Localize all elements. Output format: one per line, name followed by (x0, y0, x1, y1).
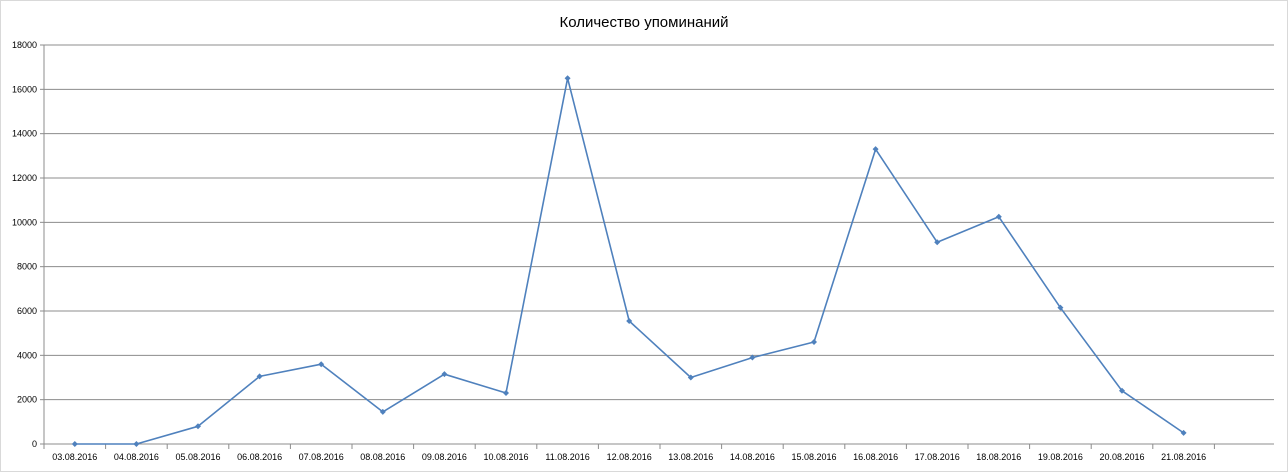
data-point (379, 408, 386, 415)
series (71, 75, 1187, 447)
x-tick-label: 17.08.2016 (915, 452, 960, 462)
x-tick-label: 15.08.2016 (791, 452, 836, 462)
data-point (564, 75, 571, 82)
data-point (1119, 387, 1125, 394)
data-point (133, 441, 140, 447)
data-point (195, 423, 201, 430)
x-tick-label: 19.08.2016 (1038, 452, 1083, 462)
series-line (74, 77, 1185, 445)
data-point (256, 373, 263, 380)
y-tick-label: 0 (32, 439, 37, 449)
x-tick-label: 11.08.2016 (545, 452, 589, 462)
data-point (626, 317, 633, 324)
y-tick-label: 8000 (17, 262, 37, 272)
chart-title: Количество упоминаний (559, 14, 729, 31)
y-tick-label: 12000 (12, 173, 37, 183)
y-tick-label: 16000 (12, 84, 37, 94)
x-tick-label: 06.08.2016 (237, 452, 282, 462)
x-tick-label: 14.08.2016 (730, 452, 775, 462)
data-point (71, 441, 78, 447)
x-axis-ticks: 03.08.2016 04.08.2016 05.08.2016 06.08.2016… (43, 444, 1215, 462)
data-point (749, 354, 756, 361)
y-axis-ticks: 0 2000 4000 6000 8000 10000 12000 14000 16000 180… (12, 40, 44, 449)
data-point (503, 390, 509, 397)
y-tick-label: 4000 (17, 350, 37, 360)
grid-lines (44, 44, 1274, 401)
data-point (1057, 304, 1064, 311)
x-tick-label: 09.08.2016 (422, 452, 467, 462)
data-point (318, 361, 325, 368)
data-point (811, 339, 817, 346)
x-tick-label: 20.08.2016 (1099, 452, 1144, 462)
data-point (687, 374, 694, 381)
x-tick-label: 04.08.2016 (114, 452, 159, 462)
x-tick-label: 12.08.2016 (607, 452, 652, 462)
x-tick-label: 21.08.2016 (1161, 452, 1206, 462)
data-point (441, 371, 448, 378)
x-tick-label: 13.08.2016 (668, 452, 713, 462)
x-tick-label: 07.08.2016 (299, 452, 344, 462)
y-tick-label: 6000 (17, 306, 37, 316)
data-point (995, 213, 1002, 220)
y-tick-label: 10000 (12, 217, 37, 227)
data-point (934, 239, 941, 246)
x-tick-label: 10.08.2016 (483, 452, 528, 462)
y-tick-label: 14000 (12, 129, 37, 139)
y-tick-label: 2000 (17, 395, 37, 405)
x-tick-label: 16.08.2016 (853, 452, 898, 462)
x-tick-label: 08.08.2016 (360, 452, 405, 462)
y-tick-label: 18000 (12, 40, 37, 50)
x-tick-label: 05.08.2016 (175, 452, 220, 462)
x-tick-label: 03.08.2016 (52, 452, 97, 462)
data-point (872, 146, 879, 153)
x-tick-label: 18.08.2016 (976, 452, 1021, 462)
data-point (1180, 429, 1187, 436)
axes (43, 45, 1274, 445)
